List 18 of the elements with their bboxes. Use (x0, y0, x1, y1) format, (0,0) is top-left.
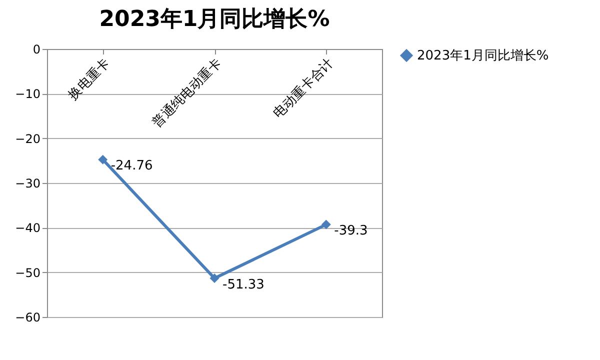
legend-label: 2023年1月同比增长% (417, 48, 549, 64)
data-label: -24.76 (110, 158, 153, 174)
y-tick-label: 0 (32, 42, 40, 56)
x-tick-label: 电动重卡合计 (270, 56, 337, 122)
point (98, 154, 108, 164)
x-tick-label: 普通纯电动重卡 (149, 55, 225, 131)
point (321, 220, 331, 230)
data-label: -51.33 (222, 277, 264, 292)
y-tick-label: −40 (15, 221, 40, 236)
y-tick-label: −30 (15, 176, 40, 190)
y-tick-label: −50 (15, 266, 40, 280)
chart-title: 2023年1月同比增长% (99, 7, 330, 32)
data-label: -39.3 (334, 224, 368, 239)
y-tick-label: −20 (15, 132, 40, 146)
x-tick-label: 换电重卡 (66, 56, 114, 104)
y-tick-label: −10 (15, 87, 40, 102)
y-tick-label: −60 (15, 310, 40, 324)
point (210, 274, 220, 284)
